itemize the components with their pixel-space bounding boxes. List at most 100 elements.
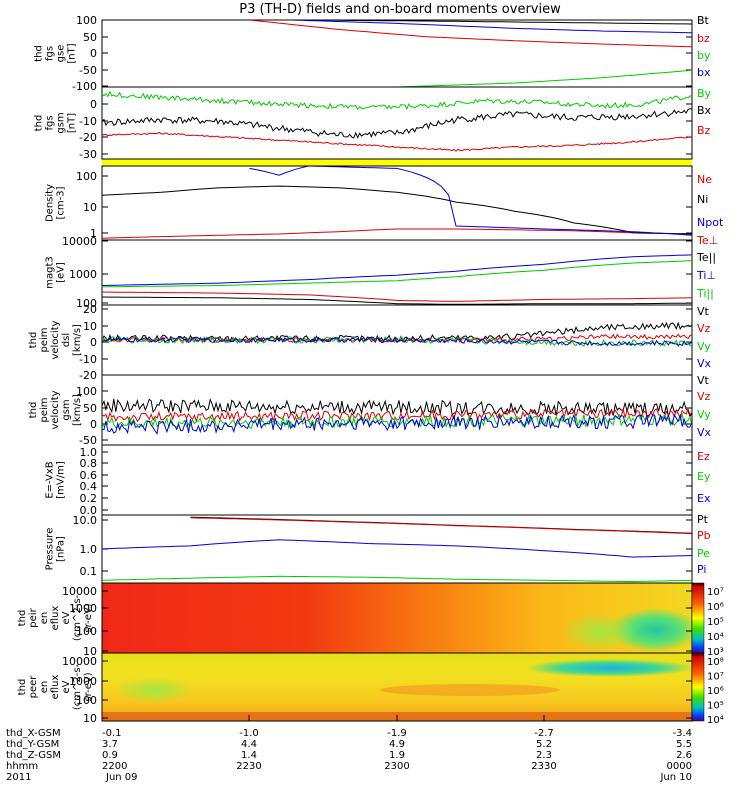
legend-entry: Pi: [697, 563, 706, 576]
y-axis-label: peim: [39, 327, 50, 352]
y-tick-label: -100: [72, 80, 97, 93]
series-Vx: [102, 336, 692, 347]
legend-entry: Pe: [697, 547, 710, 560]
y-tick-label: 0: [90, 98, 97, 111]
panel-frame: [101, 86, 693, 160]
panel-peim_dsl: 20 10 0 -10 -20 thd peim velocity dsl [km/s] Vt Vz V…: [28, 303, 712, 382]
chart-title: P3 (TH-D) fields and on-board moments ov…: [239, 2, 561, 17]
x-row-value: 1.4: [241, 750, 257, 761]
panel-frame: [101, 374, 693, 446]
y-tick-label: 1000: [69, 268, 97, 281]
peer-spectrogram-left-feature: [115, 676, 195, 704]
y-axis-label: magt3: [45, 256, 56, 289]
y-tick-label: 10000: [62, 585, 97, 598]
series-by: [396, 69, 692, 87]
x-row-value: -1.9: [387, 728, 407, 739]
y-axis-label: fgs: [45, 115, 56, 130]
y-axis-label: [nT]: [67, 113, 78, 133]
y-tick-label: -10: [79, 353, 97, 366]
date-end: Jun 10: [659, 772, 692, 783]
legend-entry: Vz: [697, 322, 711, 335]
panel-fgs_gse: 100 50 0 -50 -100 thd fgs gse [nT] Bt bz by bx: [34, 14, 711, 93]
series-By: [102, 90, 692, 111]
colorbar-label: 10⁴: [707, 632, 724, 643]
y-tick-label: 0.0: [80, 504, 98, 517]
y-axis-label: peim: [39, 397, 50, 422]
y-axis-label: sr-eV): [83, 672, 94, 701]
legend-entry: Pb: [697, 529, 711, 542]
legend-entry: Ni: [697, 193, 708, 206]
y-tick-label: 100: [76, 170, 97, 183]
peer-spectrogram-orange-feature: [380, 684, 560, 696]
y-axis-label: sr-eV): [83, 603, 94, 632]
y-axis-label: [mV/m]: [56, 461, 67, 499]
legend-entry: Ey: [697, 470, 711, 483]
y-tick-label: 1000: [69, 675, 97, 688]
y-tick-label: 100: [76, 14, 97, 27]
y-axis-label: peir: [28, 607, 39, 627]
colorbar-label: 10⁴: [707, 715, 724, 726]
legend-entry: Vt: [697, 374, 710, 387]
y-tick-label: 1.0: [80, 543, 98, 556]
legend-entry: Ez: [697, 450, 710, 463]
colorbar-label: 10⁷: [707, 587, 724, 598]
x-row-value: 0000: [667, 761, 692, 772]
y-tick-label: 10: [83, 712, 97, 725]
y-axis-label: velocity: [50, 390, 61, 429]
y-tick-label: 0.1: [80, 565, 98, 578]
y-axis-label: en: [39, 681, 50, 694]
y-tick-label: 100: [76, 694, 97, 707]
y-axis-label: eV: [61, 611, 72, 624]
legend-entry: Vt: [697, 305, 710, 318]
colorbar-2: [691, 652, 705, 722]
y-tick-label: -20: [79, 131, 97, 144]
panel-frame: [101, 239, 693, 306]
y-axis-label: [km/s]: [72, 324, 83, 356]
legend-entry: Ne: [697, 173, 712, 186]
legend-entry: Vx: [697, 357, 712, 370]
panel-pressure: 10.0 1.0 0.1 Pressure [nPa] Pt Pb Pe Pi: [45, 513, 711, 584]
series-Te||: [102, 296, 692, 305]
separator-bar: [102, 159, 692, 166]
peer-spectrogram: [102, 653, 695, 721]
legend-entry: by: [697, 49, 711, 62]
y-tick-label: 0: [90, 47, 97, 60]
y-axis-label: peer: [28, 675, 39, 699]
peir-spectrogram-mid-feature: [562, 612, 638, 652]
x-row-value: 2300: [384, 761, 409, 772]
panel-frame: [101, 444, 693, 516]
y-axis-label: eflux: [50, 606, 61, 631]
y-axis-label: Density: [45, 184, 56, 222]
series-Te⊥: [102, 291, 692, 302]
y-tick-label: 50: [83, 31, 97, 44]
y-tick-label: 100: [76, 625, 97, 638]
series-Bt: [293, 20, 692, 25]
x-row-label: thd_Y-GSM: [6, 739, 59, 750]
series-Pe: [102, 575, 692, 583]
series-bz: [249, 20, 692, 48]
year-label: 2011: [6, 772, 31, 783]
y-tick-label: 0.8: [80, 457, 98, 470]
y-axis-label: (cm^2-s-: [72, 663, 83, 710]
panel-frame: [101, 514, 693, 584]
x-row-value: 5.2: [536, 739, 552, 750]
legend-entry: Te⊥: [696, 234, 718, 247]
legend-entry: Ti||: [696, 287, 714, 300]
y-axis-label: thd: [28, 402, 39, 419]
peir-spectrogram: [102, 583, 700, 653]
y-axis-label: dsl: [61, 333, 72, 347]
colorbar-label: 10⁵: [707, 701, 724, 712]
series-Bz: [102, 131, 692, 152]
legend-entry: bz: [697, 32, 710, 45]
y-axis-label: en: [39, 612, 50, 625]
x-row-value: -0.1: [102, 728, 122, 739]
y-tick-label: 10: [83, 645, 97, 658]
series-Pi: [102, 539, 692, 558]
series-bx: [293, 20, 692, 34]
y-tick-label: 10000: [62, 655, 97, 668]
y-axis-label: [nPa]: [56, 536, 67, 562]
y-tick-label: 1.0: [80, 446, 98, 459]
y-tick-label: 10000: [62, 235, 97, 248]
series-Bx: [102, 108, 692, 139]
